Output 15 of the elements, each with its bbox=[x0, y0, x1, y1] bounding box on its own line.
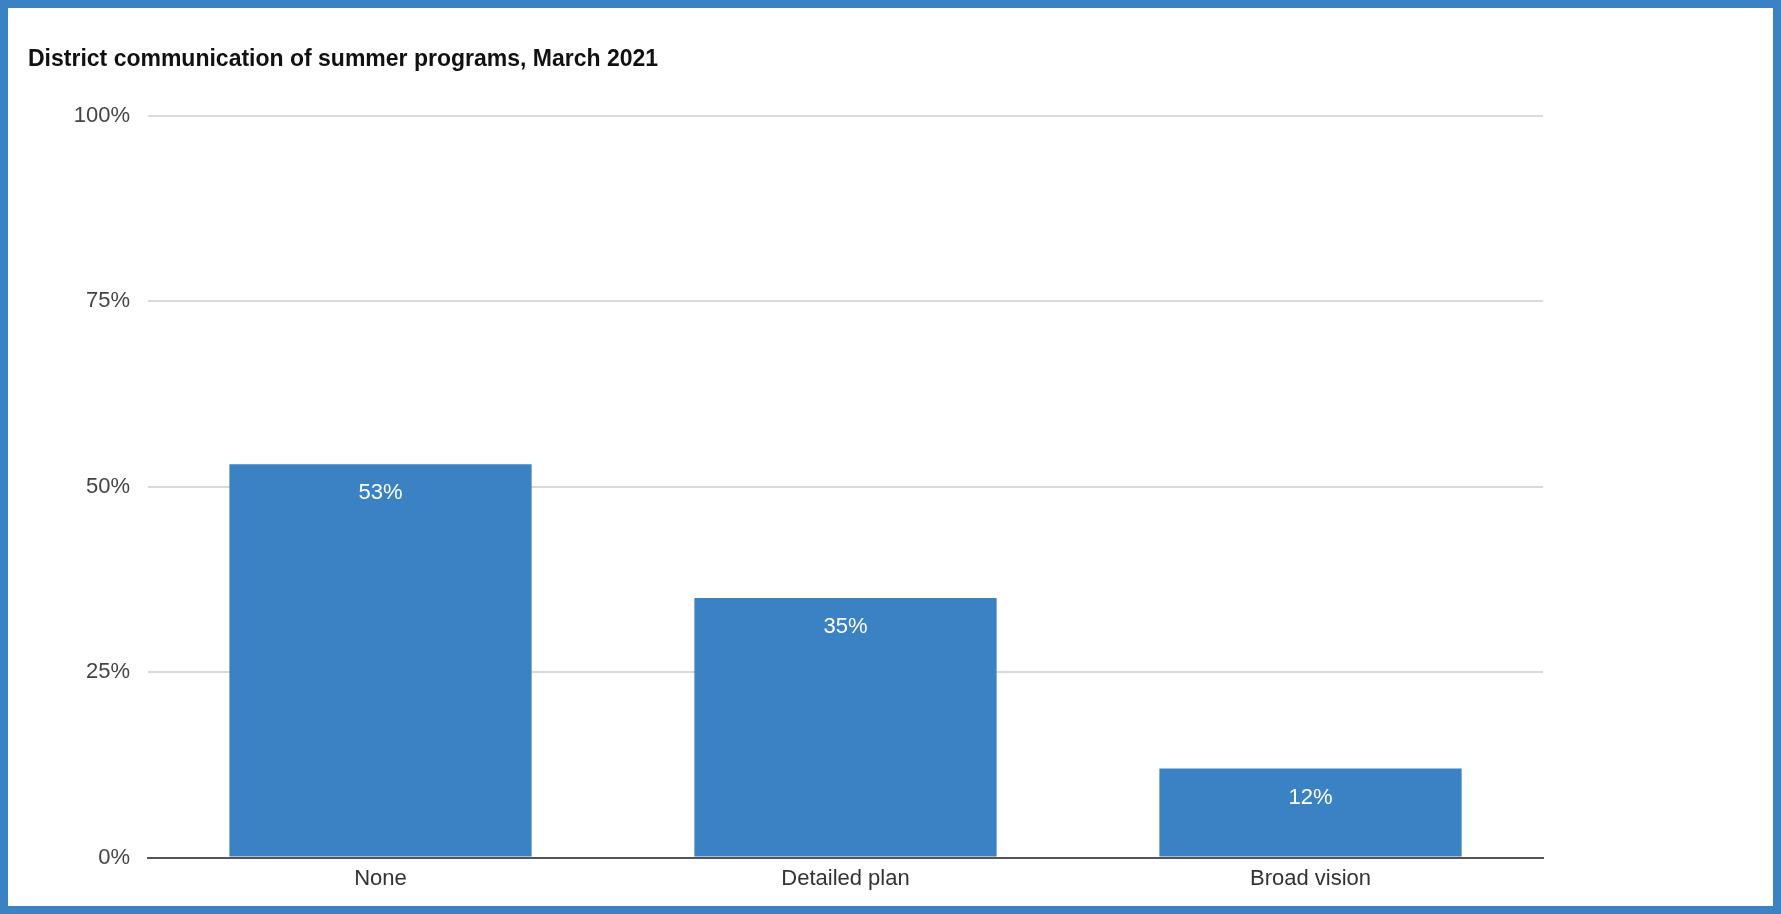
x-tick-label: None bbox=[354, 864, 407, 890]
data-label: 53% bbox=[358, 479, 403, 505]
y-tick-label: 75% bbox=[85, 287, 130, 313]
x-tick-label: Broad vision bbox=[1249, 864, 1372, 890]
data-label: 12% bbox=[1288, 783, 1333, 809]
y-tick-label: 100% bbox=[73, 101, 130, 127]
y-tick-label: 0% bbox=[98, 843, 130, 869]
bar bbox=[1159, 768, 1462, 857]
data-label: 35% bbox=[823, 612, 868, 638]
bar bbox=[229, 464, 532, 857]
y-tick-label: 50% bbox=[85, 472, 130, 498]
bar bbox=[694, 597, 997, 857]
x-tick-label: Detailed plan bbox=[781, 864, 910, 890]
chart-title: District communication of summer programs, March 2021 bbox=[28, 45, 659, 72]
y-tick-label: 25% bbox=[85, 658, 130, 684]
